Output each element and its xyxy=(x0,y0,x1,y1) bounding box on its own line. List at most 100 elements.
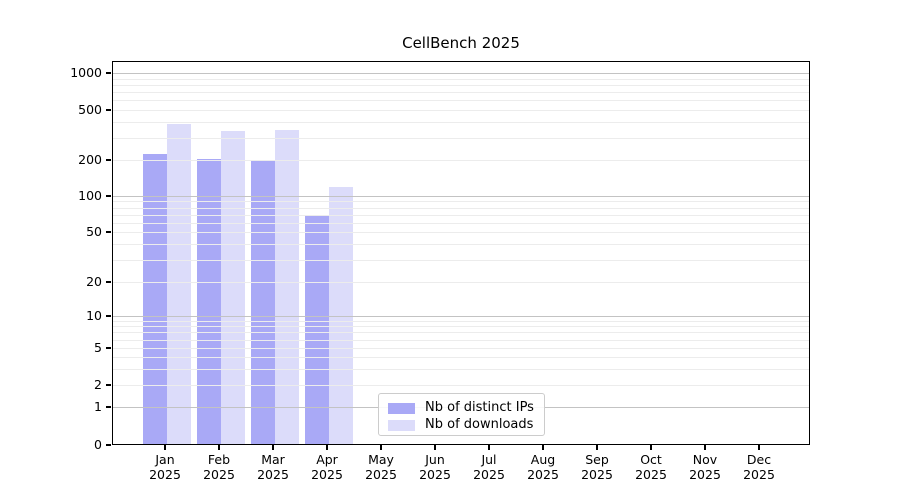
x-tick-mark xyxy=(542,445,544,450)
x-tick-label: Sep 2025 xyxy=(569,452,625,482)
x-tick-label: Aug 2025 xyxy=(515,452,571,482)
x-tick-mark xyxy=(704,445,706,450)
x-tick-label-line: 2025 xyxy=(257,467,289,482)
gridline-minor xyxy=(112,110,810,111)
legend-label-distinct-ips: Nb of distinct IPs xyxy=(425,400,534,415)
gridline-minor xyxy=(112,214,810,216)
gridline-minor xyxy=(112,78,810,80)
x-tick-label-line: 2025 xyxy=(743,467,775,482)
gridline-minor xyxy=(112,326,810,328)
x-tick-label-line: Apr xyxy=(316,452,338,467)
x-tick-mark xyxy=(164,445,166,450)
y-tick-label: 50 xyxy=(86,224,102,239)
x-tick-label-line: Oct xyxy=(640,452,662,467)
y-tick-label: 200 xyxy=(78,152,102,167)
y-tick-label: 500 xyxy=(78,102,102,117)
x-tick-label-line: Jan xyxy=(155,452,175,467)
x-tick-label-line: Sep xyxy=(585,452,609,467)
legend-item-downloads: Nb of downloads xyxy=(388,417,538,433)
y-tick-mark xyxy=(106,231,111,233)
y-tick-mark xyxy=(106,281,111,283)
x-tick-label-line: Feb xyxy=(207,452,231,467)
gridline-major xyxy=(112,73,810,74)
gridline-minor xyxy=(112,320,810,322)
x-tick-label-line: 2025 xyxy=(419,467,451,482)
bar-downloads-apr xyxy=(329,186,353,445)
x-tick-mark xyxy=(596,445,598,450)
gridline-minor xyxy=(112,348,810,349)
x-tick-label-line: May xyxy=(368,452,394,467)
gridline-minor xyxy=(112,282,810,283)
gridline-minor xyxy=(112,201,810,203)
bar-downloads-mar xyxy=(275,130,299,445)
x-tick-label: Dec 2025 xyxy=(731,452,787,482)
x-tick-label-line: 2025 xyxy=(203,467,235,482)
gridline-minor xyxy=(112,232,810,233)
gridline-minor xyxy=(112,385,810,386)
x-tick-label: Jan 2025 xyxy=(137,452,193,482)
y-tick-mark xyxy=(106,195,111,197)
y-tick-mark xyxy=(106,347,111,349)
y-tick-label: 2 xyxy=(94,377,102,392)
x-tick-label-line: 2025 xyxy=(527,467,559,482)
gridline-minor xyxy=(112,160,810,161)
x-tick-label: Jul 2025 xyxy=(461,452,517,482)
x-tick-mark xyxy=(272,445,274,450)
bar-distinct-ips-jan xyxy=(143,153,167,445)
y-tick-label: 20 xyxy=(86,274,102,289)
x-tick-label-line: 2025 xyxy=(365,467,397,482)
x-tick-mark xyxy=(488,445,490,450)
x-tick-label: Feb 2025 xyxy=(191,452,247,482)
y-tick-mark xyxy=(106,159,111,161)
gridline-minor xyxy=(112,357,810,358)
legend-label-downloads: Nb of downloads xyxy=(425,417,534,432)
x-tick-label: Apr 2025 xyxy=(299,452,355,482)
y-tick-label: 1 xyxy=(94,399,102,414)
bar-downloads-jan xyxy=(167,123,191,445)
x-tick-label-line: Jun xyxy=(425,452,445,467)
x-tick-label-line: Mar xyxy=(261,452,285,467)
gridline-major xyxy=(112,196,810,197)
gridline-minor xyxy=(112,368,810,370)
x-tick-label: May 2025 xyxy=(353,452,409,482)
legend-item-distinct-ips: Nb of distinct IPs xyxy=(388,400,538,416)
x-tick-mark xyxy=(758,445,760,450)
y-tick-label: 1000 xyxy=(70,65,102,80)
x-tick-label-line: 2025 xyxy=(473,467,505,482)
gridline-major xyxy=(112,316,810,317)
y-tick-mark xyxy=(106,384,111,386)
y-tick-mark xyxy=(106,72,111,74)
x-tick-label: Nov 2025 xyxy=(677,452,733,482)
x-tick-label: Jun 2025 xyxy=(407,452,463,482)
plot-area: Nb of distinct IPs Nb of downloads xyxy=(112,61,810,445)
x-tick-label-line: Dec xyxy=(746,452,772,467)
legend-swatch-downloads xyxy=(388,419,415,431)
gridline-minor xyxy=(112,244,810,246)
gridline-minor xyxy=(112,332,810,334)
x-tick-mark xyxy=(650,445,652,450)
x-tick-mark xyxy=(380,445,382,450)
gridline-minor xyxy=(112,222,810,224)
x-tick-mark xyxy=(326,445,328,450)
y-tick-label: 100 xyxy=(78,188,102,203)
x-tick-label-line: Nov xyxy=(692,452,718,467)
chart-title: CellBench 2025 xyxy=(402,34,520,52)
x-tick-label-line: 2025 xyxy=(581,467,613,482)
gridline-minor xyxy=(112,92,810,94)
y-tick-label: 0 xyxy=(94,437,102,452)
gridline-minor xyxy=(112,339,810,341)
gridline-minor xyxy=(112,84,810,86)
y-tick-mark xyxy=(106,109,111,111)
y-tick-label: 5 xyxy=(94,340,102,355)
bar-downloads-feb xyxy=(221,131,245,445)
gridline-minor xyxy=(112,122,810,124)
x-tick-label: Oct 2025 xyxy=(623,452,679,482)
gridline-minor xyxy=(112,207,810,209)
bar-distinct-ips-apr xyxy=(305,214,329,445)
x-tick-label-line: Aug xyxy=(530,452,556,467)
y-tick-mark xyxy=(106,315,111,317)
gridline-minor xyxy=(112,137,810,139)
x-tick-label: Mar 2025 xyxy=(245,452,301,482)
x-tick-mark xyxy=(434,445,436,450)
